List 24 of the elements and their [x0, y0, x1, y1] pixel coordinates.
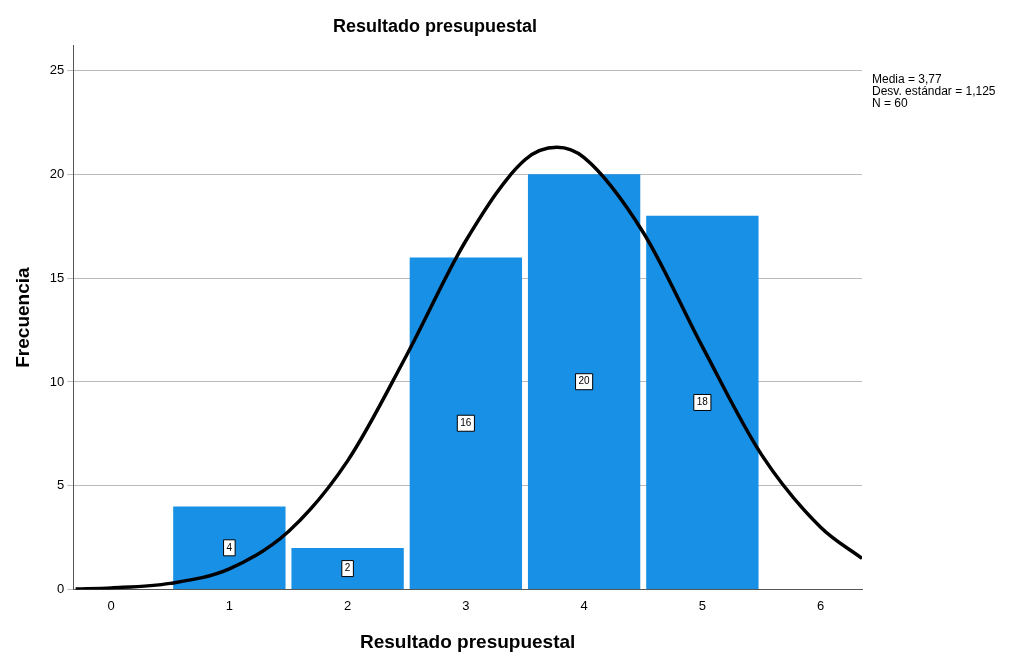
- data-label: 20: [578, 375, 591, 387]
- x-tick-label: 3: [462, 597, 470, 613]
- data-label: 16: [460, 416, 472, 428]
- y-tick-label: 5: [57, 477, 65, 493]
- data-label: 4: [226, 541, 233, 553]
- x-tick-label: 2: [343, 597, 352, 613]
- data-label: 2: [344, 562, 351, 574]
- y-tick-label: 15: [49, 269, 65, 285]
- y-tick-label: 10: [49, 373, 65, 389]
- y-tick-label: 25: [49, 62, 65, 78]
- x-tick-label: 6: [816, 597, 825, 613]
- data-label: 18: [696, 396, 709, 408]
- y-tick-label: 0: [57, 581, 65, 597]
- text: Desv. estándar = 1,125: [872, 83, 996, 98]
- text: Media = 3,77: [872, 71, 943, 86]
- x-tick-label: 4: [580, 597, 588, 613]
- chart-title: Resultado presupuestal: [332, 15, 538, 36]
- x-tick-label: 1: [225, 597, 233, 613]
- y-tick-label: 20: [49, 165, 65, 181]
- y-axis-title: Frecuencia: [11, 267, 33, 368]
- x-axis-title: Resultado presupuestal: [359, 630, 576, 652]
- x-tick-label: 5: [698, 597, 706, 613]
- text: N = 60: [872, 95, 909, 110]
- x-tick-label: 0: [107, 597, 115, 613]
